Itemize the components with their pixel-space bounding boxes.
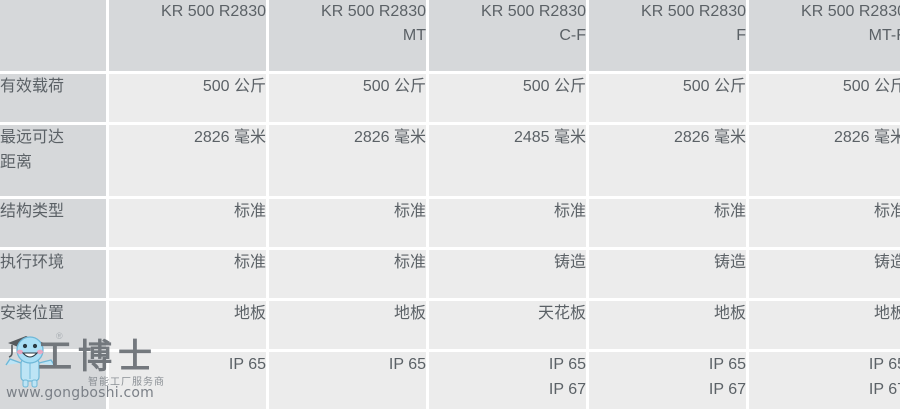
cell-operating-environment-col3: 铸造 — [429, 250, 586, 298]
cell-operating-environment-col4: 铸造 — [589, 250, 746, 298]
cell-payload-col2: 500 公斤 — [269, 74, 426, 122]
cell-max-reach-col2: 2826 毫米 — [269, 125, 426, 196]
table-row: 有效载荷 500 公斤 500 公斤 500 公斤 500 公斤 500 公斤 — [0, 74, 900, 122]
column-header-kr500-r2830-cf: KR 500 R2830 C-F — [429, 0, 586, 71]
cell-mounting-position-col2: 地板 — [269, 301, 426, 349]
header-corner-cell — [0, 0, 106, 71]
table-row: 安装位置 地板 地板 天花板 地板 地板 — [0, 301, 900, 349]
table-row: 最远可达 距离 2826 毫米 2826 毫米 2485 毫米 2826 毫米 … — [0, 125, 900, 196]
cell-payload-col1: 500 公斤 — [109, 74, 266, 122]
cell-protection-rating-col5: IP 65 IP 67 — [749, 352, 900, 409]
row-label-payload: 有效载荷 — [0, 74, 106, 122]
cell-operating-environment-col2: 标准 — [269, 250, 426, 298]
cell-protection-rating-col4: IP 65 IP 67 — [589, 352, 746, 409]
cell-max-reach-col3: 2485 毫米 — [429, 125, 586, 196]
cell-mounting-position-col1: 地板 — [109, 301, 266, 349]
cell-structure-type-col1: 标准 — [109, 199, 266, 247]
table-row: IP 65 IP 65 IP 65 IP 67 IP 65 IP 67 IP 6… — [0, 352, 900, 409]
row-label-protection-rating — [0, 352, 106, 409]
cell-protection-rating-col1: IP 65 — [109, 352, 266, 409]
table-row: 结构类型 标准 标准 标准 标准 标准 — [0, 199, 900, 247]
cell-operating-environment-col5: 铸造 — [749, 250, 900, 298]
column-header-kr500-r2830-mtf: KR 500 R2830 MT-F — [749, 0, 900, 71]
cell-max-reach-col1: 2826 毫米 — [109, 125, 266, 196]
column-header-kr500-r2830-mt: KR 500 R2830 MT — [269, 0, 426, 71]
cell-max-reach-col4: 2826 毫米 — [589, 125, 746, 196]
cell-operating-environment-col1: 标准 — [109, 250, 266, 298]
cell-mounting-position-col4: 地板 — [589, 301, 746, 349]
row-label-operating-environment: 执行环境 — [0, 250, 106, 298]
cell-max-reach-col5: 2826 毫米 — [749, 125, 900, 196]
row-label-mounting-position: 安装位置 — [0, 301, 106, 349]
cell-structure-type-col2: 标准 — [269, 199, 426, 247]
cell-protection-rating-col2: IP 65 — [269, 352, 426, 409]
table-header-row: KR 500 R2830 KR 500 R2830 MT KR 500 R283… — [0, 0, 900, 71]
cell-payload-col4: 500 公斤 — [589, 74, 746, 122]
cell-payload-col5: 500 公斤 — [749, 74, 900, 122]
table-row: 执行环境 标准 标准 铸造 铸造 铸造 — [0, 250, 900, 298]
row-label-structure-type: 结构类型 — [0, 199, 106, 247]
cell-mounting-position-col3: 天花板 — [429, 301, 586, 349]
cell-structure-type-col3: 标准 — [429, 199, 586, 247]
column-header-kr500-r2830: KR 500 R2830 — [109, 0, 266, 71]
cell-mounting-position-col5: 地板 — [749, 301, 900, 349]
cell-structure-type-col4: 标准 — [589, 199, 746, 247]
row-label-max-reach: 最远可达 距离 — [0, 125, 106, 196]
cell-structure-type-col5: 标准 — [749, 199, 900, 247]
cell-payload-col3: 500 公斤 — [429, 74, 586, 122]
column-header-kr500-r2830-f: KR 500 R2830 F — [589, 0, 746, 71]
cell-protection-rating-col3: IP 65 IP 67 — [429, 352, 586, 409]
